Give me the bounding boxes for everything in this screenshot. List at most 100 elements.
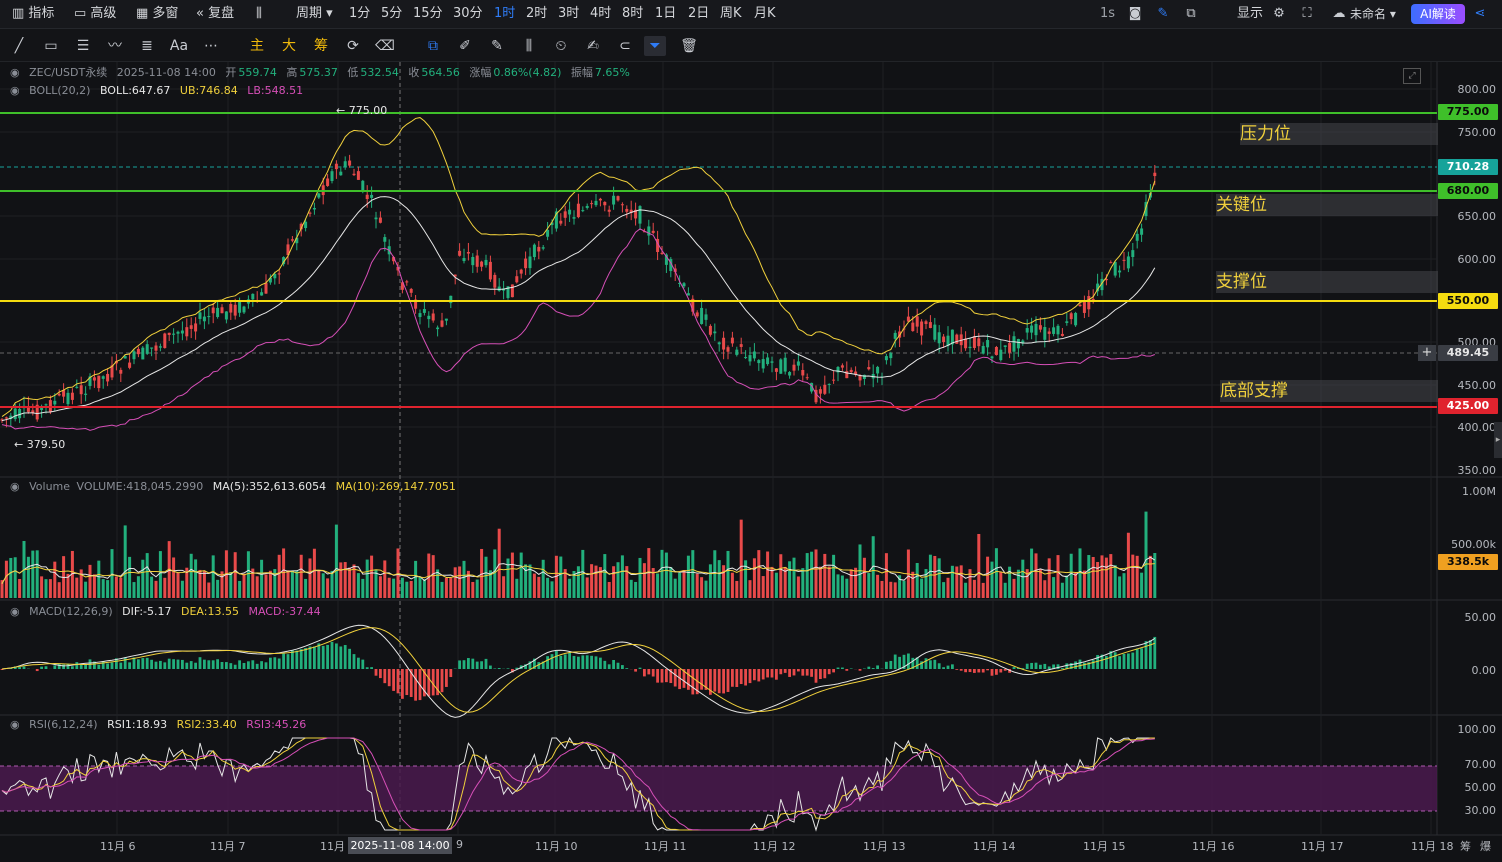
candlesticks <box>0 154 1157 428</box>
trash-icon[interactable]: 🗑 <box>680 38 698 54</box>
candles-tool-icon[interactable]: ⫼ <box>525 38 533 54</box>
rsi-axis-label: 50.00 <box>1464 781 1497 794</box>
tf-30m[interactable]: 30分 <box>453 6 483 21</box>
liquidation-tab[interactable]: 爆 <box>1480 840 1491 853</box>
chips-tab[interactable]: 筹 <box>1460 840 1471 853</box>
wave-tool-icon[interactable]: 〰 <box>108 38 122 54</box>
macd-axis-label: 0.00 <box>1471 664 1497 677</box>
collapse-icon[interactable]: ◉ <box>10 605 20 618</box>
x-axis-label: 11月 10 <box>535 840 578 853</box>
x-axis-label: 11月 11 <box>644 840 687 853</box>
price-tag-cursor: 489.45 <box>1438 345 1498 361</box>
tf-1mo[interactable]: 月K <box>754 6 776 21</box>
main-force-button[interactable]: 主 <box>250 38 264 54</box>
price-tag-680[interactable]: 680.00 <box>1438 183 1498 199</box>
brush-tool-icon[interactable]: ✐ <box>459 38 471 54</box>
cursor-time-label: 2025-11-08 14:00 <box>348 837 452 854</box>
refresh-tool-icon[interactable]: ⟳ <box>347 38 359 54</box>
fib-tool-icon[interactable]: ≣ <box>141 38 153 54</box>
tf-1d[interactable]: 1日 <box>655 6 677 21</box>
tf-1w[interactable]: 周K <box>720 6 742 21</box>
indicator-label: 指标 <box>28 6 55 21</box>
note-tool-icon[interactable]: ✍ <box>587 38 599 54</box>
share-icon[interactable]: ⋖ <box>1474 6 1486 21</box>
side-panel-handle[interactable]: ▸ <box>1494 422 1502 458</box>
layout-name[interactable]: 未命名 ▾ <box>1350 7 1396 21</box>
tf-15m[interactable]: 15分 <box>413 6 443 21</box>
line-tool-icon[interactable]: ╱ <box>14 38 24 54</box>
macd-histogram <box>0 624 1157 718</box>
advanced-button[interactable]: ▭ 高级 <box>74 6 117 21</box>
interval-value[interactable]: 1s <box>1100 6 1116 21</box>
timer-tool-icon[interactable]: ⏲ <box>555 38 567 54</box>
tf-4h[interactable]: 4时 <box>590 6 612 21</box>
expand-icon[interactable]: ⤢ <box>1403 68 1421 84</box>
price-tag-775[interactable]: 775.00 <box>1438 104 1498 120</box>
rsi-name[interactable]: RSI(6,12,24) <box>29 718 98 731</box>
add-alert-icon[interactable]: + <box>1418 345 1436 361</box>
x-axis-label: 11月 16 <box>1192 840 1235 853</box>
pencil-icon[interactable]: ✎ <box>1157 6 1169 21</box>
amplitude-value: 7.65% <box>594 66 630 79</box>
macd-name[interactable]: MACD(12,26,9) <box>29 605 113 618</box>
display-button[interactable]: 显示 <box>1237 6 1264 21</box>
volume-legend: ◉ Volume VOLUME:418,045.2990 MA(5):352,6… <box>10 480 462 494</box>
collapse-icon[interactable]: ◉ <box>10 480 20 493</box>
price-tag-550[interactable]: 550.00 <box>1438 293 1498 309</box>
price-axis-label: 600.00 <box>1457 253 1497 266</box>
rsi2-value: RSI2:33.40 <box>176 718 237 731</box>
text-tool-button[interactable]: Aa <box>169 38 189 54</box>
price-axis-label: 400.00 <box>1457 421 1497 434</box>
rsi-axis-label: 100.00 <box>1457 723 1497 736</box>
more-tools-icon[interactable]: ⋯ <box>204 38 218 54</box>
price-tag-425[interactable]: 425.00 <box>1438 398 1498 414</box>
popout-icon[interactable]: ⧉ <box>1186 6 1196 21</box>
price-tag-current: 710.28 <box>1438 159 1498 175</box>
draw-tool-icon[interactable]: ✎ <box>491 38 503 54</box>
price-axis-label: 650.00 <box>1457 210 1497 223</box>
tf-1h[interactable]: 1时 <box>494 6 516 21</box>
big-order-button[interactable]: 大 <box>282 38 296 54</box>
chips-button[interactable]: 筹 <box>314 38 328 54</box>
boll-name[interactable]: BOLL(20,2) <box>29 84 91 97</box>
chart-type-button[interactable]: ⫼ <box>256 6 262 21</box>
tf-2d[interactable]: 2日 <box>688 6 710 21</box>
parallel-lines-icon[interactable]: ☰ <box>76 38 90 54</box>
boll-legend: ◉ BOLL(20,2) BOLL:647.67 UB:746.84 LB:54… <box>10 84 309 98</box>
period-button[interactable]: 周期 ▾ <box>296 6 333 21</box>
volume-bars <box>0 511 1157 598</box>
volume-tag: 338.5k <box>1438 554 1498 570</box>
gear-icon[interactable]: ⚙ <box>1273 6 1285 21</box>
x-axis-label: 11月 7 <box>210 840 246 853</box>
collapse-icon[interactable]: ◉ <box>10 718 20 731</box>
collapse-icon[interactable]: ◉ <box>10 84 20 97</box>
horizontal-levels[interactable] <box>0 112 1437 408</box>
magnet-tool-icon[interactable]: ⊂ <box>619 38 631 54</box>
multi-window-button[interactable]: ▦ 多窗 <box>136 6 179 21</box>
fullscreen-icon[interactable]: ⛶ <box>1302 6 1312 21</box>
amplitude-label: 振幅 <box>570 66 593 79</box>
tf-1m[interactable]: 1分 <box>349 6 371 21</box>
indicator-button[interactable]: ▥ 指标 <box>12 6 55 21</box>
eraser-tool-icon[interactable]: ⌫ <box>375 38 395 54</box>
eye-icon[interactable]: ◉ <box>10 66 20 79</box>
tf-2h[interactable]: 2时 <box>526 6 548 21</box>
rsi-legend: ◉ RSI(6,12,24) RSI1:18.93 RSI2:33.40 RSI… <box>10 718 312 732</box>
filter-tool-icon[interactable]: ⏷ <box>644 36 666 56</box>
tf-8h[interactable]: 8时 <box>622 6 644 21</box>
change-value: 0.86%(4.82) <box>493 66 562 79</box>
candle-datetime: 2025-11-08 14:00 <box>116 66 216 79</box>
volume-axis-label: 500.00k <box>1451 538 1496 551</box>
volume-name[interactable]: Volume <box>29 480 71 493</box>
tf-5m[interactable]: 5分 <box>381 6 403 21</box>
support-zone-text: 支撑位 <box>1216 272 1267 292</box>
copy-tool-icon[interactable]: ⧉ <box>428 38 438 54</box>
ai-explain-button[interactable]: AI解读 <box>1411 4 1465 24</box>
camera-icon[interactable]: ◙ <box>1128 6 1142 21</box>
support-zone-label: 支撑位 <box>1216 271 1438 293</box>
tf-3h[interactable]: 3时 <box>558 6 580 21</box>
rectangle-tool-icon[interactable]: ▭ <box>44 38 58 54</box>
replay-button[interactable]: « 复盘 <box>196 6 235 21</box>
